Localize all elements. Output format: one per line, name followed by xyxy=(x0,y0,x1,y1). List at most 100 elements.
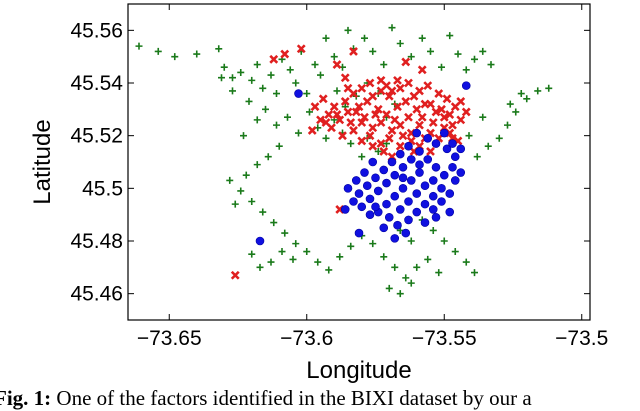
cross-point xyxy=(401,97,411,106)
cross-point xyxy=(409,91,419,101)
cross-point xyxy=(428,118,438,127)
circle-point xyxy=(442,144,452,154)
cross-point xyxy=(343,83,353,93)
plus-point xyxy=(256,263,264,271)
plus-point xyxy=(446,32,454,40)
circle-point xyxy=(390,170,400,180)
plus-point xyxy=(512,108,520,116)
cross-point xyxy=(357,118,367,127)
x-axis-title: Longitude xyxy=(306,357,411,384)
plus-point xyxy=(303,90,311,98)
plus-point xyxy=(347,242,355,250)
plus-point xyxy=(322,134,330,142)
cross-point xyxy=(329,102,339,112)
plus-point xyxy=(462,66,470,74)
plus-point xyxy=(487,61,495,69)
plus-point xyxy=(438,63,445,71)
circle-point xyxy=(415,147,424,156)
plus-point xyxy=(317,71,324,79)
circle-point xyxy=(395,149,405,159)
circle-point xyxy=(461,81,471,90)
plus-point xyxy=(264,153,272,161)
cross-point xyxy=(412,104,422,114)
cross-point xyxy=(379,147,389,156)
circle-point xyxy=(404,215,413,225)
cross-point xyxy=(426,99,435,109)
series-group xyxy=(255,81,471,246)
plus-point xyxy=(226,176,234,184)
cross-point xyxy=(382,110,391,120)
circle-point xyxy=(445,189,455,198)
cross-point xyxy=(395,141,405,151)
cross-point xyxy=(368,123,378,133)
cross-point xyxy=(321,118,331,127)
circle-point xyxy=(349,197,358,206)
cross-point xyxy=(376,118,386,127)
circle-point xyxy=(357,202,367,212)
cross-point xyxy=(434,89,444,98)
plus-point xyxy=(402,274,410,282)
circle-point xyxy=(390,191,400,201)
circle-point xyxy=(439,128,449,138)
plus-point xyxy=(517,90,525,98)
plus-point xyxy=(374,147,382,155)
plus-point xyxy=(237,187,245,195)
cross-point xyxy=(324,110,334,120)
cross-point xyxy=(439,112,449,122)
circle-point xyxy=(423,155,433,164)
plus-point xyxy=(273,121,280,129)
y-tick-label: 45.54 xyxy=(70,72,123,95)
circle-point xyxy=(354,228,364,238)
cross-point xyxy=(393,75,402,85)
plus-point xyxy=(495,134,503,142)
plus-point xyxy=(462,258,470,266)
cross-point xyxy=(384,91,394,101)
y-tick-label: 45.46 xyxy=(70,283,123,306)
plus-point xyxy=(248,250,256,258)
cross-point xyxy=(349,125,358,135)
caption-label: Fig. 1: xyxy=(0,386,52,410)
plus-point xyxy=(413,263,421,271)
cross-point xyxy=(431,107,441,117)
y-tick-label: 45.5 xyxy=(82,177,123,200)
cross-point xyxy=(395,83,405,93)
circle-point xyxy=(390,234,400,243)
cross-point xyxy=(393,102,402,112)
cross-point xyxy=(316,115,325,125)
plus-point xyxy=(454,50,462,58)
plus-point xyxy=(333,87,341,95)
cross-point xyxy=(387,125,397,135)
cross-point xyxy=(230,270,240,280)
plus-point xyxy=(465,132,473,140)
y-tick-label: 45.48 xyxy=(70,230,123,253)
y-axis-title: Latitude xyxy=(29,119,56,204)
cross-point xyxy=(338,131,347,141)
plus-point xyxy=(237,68,245,76)
cross-point xyxy=(351,107,361,117)
plus-point xyxy=(473,153,481,161)
circle-point xyxy=(255,236,265,246)
plot-area xyxy=(127,3,591,321)
cross-point xyxy=(296,44,306,54)
circle-point xyxy=(365,210,375,219)
plus-point xyxy=(295,129,302,137)
circle-point xyxy=(415,168,424,177)
cross-point xyxy=(346,118,356,127)
circle-point xyxy=(365,194,375,204)
plus-point xyxy=(385,284,393,292)
plus-point xyxy=(229,87,236,95)
scatter-chart: −73.65 −73.6 −73.55 −73.5 45.46 45.48 45.5 45.5… xyxy=(29,3,608,384)
plus-point xyxy=(215,45,223,53)
cross-point xyxy=(360,112,369,122)
plus-point xyxy=(471,55,478,63)
cross-point xyxy=(365,131,375,141)
plus-point xyxy=(322,34,330,42)
plus-point xyxy=(284,113,291,121)
plus-point xyxy=(336,253,344,261)
cross-point xyxy=(437,104,446,114)
cross-point xyxy=(417,112,427,122)
plus-point xyxy=(330,53,338,61)
circle-point xyxy=(456,168,466,177)
series-group xyxy=(135,24,553,298)
circle-point xyxy=(393,220,402,230)
